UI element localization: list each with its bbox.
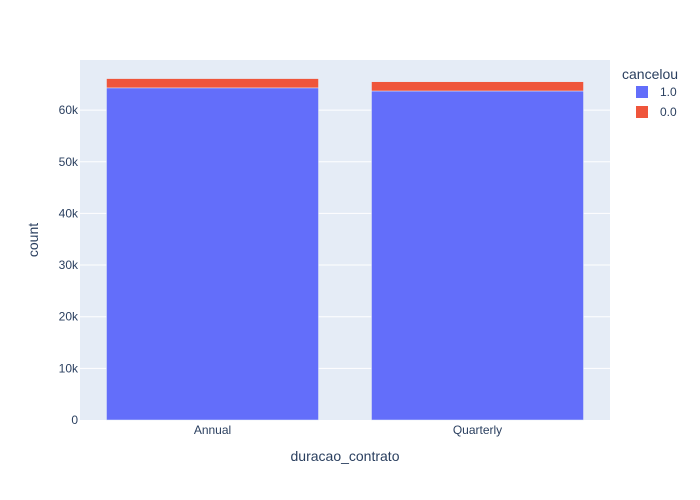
bar-quarterly-series-1 [371, 81, 584, 92]
legend: cancelou 1.0 0.0 [622, 66, 678, 119]
x-axis-ticks: Annual Quarterly [194, 423, 502, 437]
legend-label: 0.0 [660, 105, 677, 119]
y-tick-label: 10k [59, 361, 79, 375]
y-tick-label: 40k [59, 206, 79, 220]
y-tick-label: 60k [59, 103, 79, 117]
y-tick-label: 0 [71, 413, 78, 427]
x-tick-label: Quarterly [453, 423, 502, 437]
y-axis-title: count [25, 223, 41, 257]
legend-label: 1.0 [660, 85, 677, 99]
y-tick-label: 20k [59, 310, 79, 324]
bar-annual-series-1 [106, 78, 319, 89]
bar-annual-series-0 [106, 87, 319, 421]
y-tick-label: 30k [59, 258, 79, 272]
legend-swatch [636, 86, 648, 98]
x-tick-label: Annual [194, 423, 231, 437]
y-axis-ticks: 0 10k 20k 30k 40k 50k 60k [59, 103, 79, 427]
legend-title: cancelou [622, 66, 678, 82]
y-tick-label: 50k [59, 155, 79, 169]
bars [106, 78, 584, 421]
legend-swatch [636, 106, 648, 118]
x-axis-title: duracao_contrato [291, 448, 400, 464]
bar-quarterly-series-0 [371, 90, 584, 421]
